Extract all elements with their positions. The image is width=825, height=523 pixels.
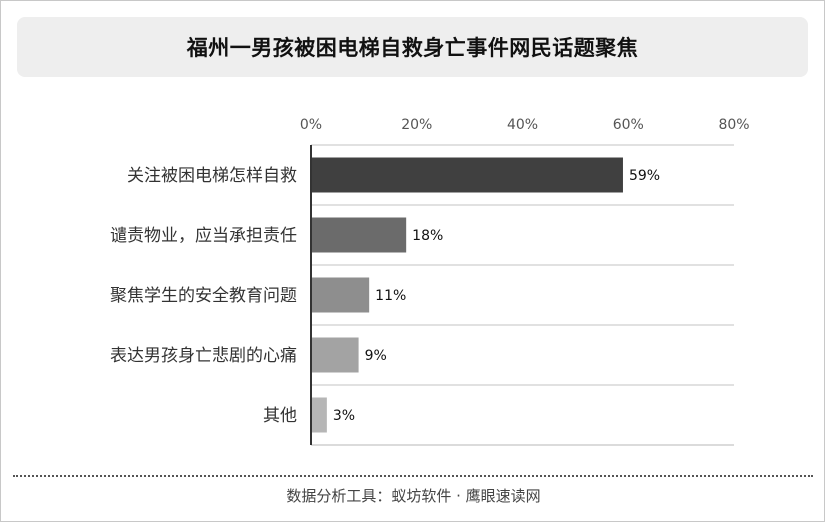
- x-tick-label: 0%: [300, 117, 322, 133]
- source-caption: 数据分析工具：蚁坊软件 · 鹰眼速读网: [286, 487, 541, 505]
- category-label: 关注被困电梯怎样自救: [127, 166, 297, 186]
- footer-divider: [13, 475, 813, 477]
- bar-4: [311, 337, 359, 373]
- data-label: 18%: [412, 228, 443, 244]
- data-label: 59%: [629, 168, 660, 184]
- bar-1: [311, 157, 623, 193]
- x-tick-label: 80%: [718, 117, 749, 133]
- chart-title: 福州一男孩被困电梯自救身亡事件网民话题聚焦: [186, 36, 639, 60]
- bar-3: [311, 277, 370, 313]
- data-label: 11%: [375, 288, 406, 304]
- data-label: 3%: [333, 408, 355, 424]
- title-box: 福州一男孩被困电梯自救身亡事件网民话题聚焦: [17, 17, 808, 77]
- category-label: 其他: [263, 406, 297, 426]
- bar-5: [311, 397, 327, 433]
- bar-2: [311, 217, 407, 253]
- x-tick-label: 20%: [401, 117, 432, 133]
- data-label: 9%: [365, 348, 387, 364]
- category-label: 聚焦学生的安全教育问题: [110, 286, 297, 306]
- category-label: 表达男孩身亡悲剧的心痛: [110, 346, 297, 366]
- category-label: 谴责物业，应当承担责任: [110, 226, 297, 246]
- x-tick-label: 40%: [507, 117, 538, 133]
- x-tick-label: 60%: [613, 117, 644, 133]
